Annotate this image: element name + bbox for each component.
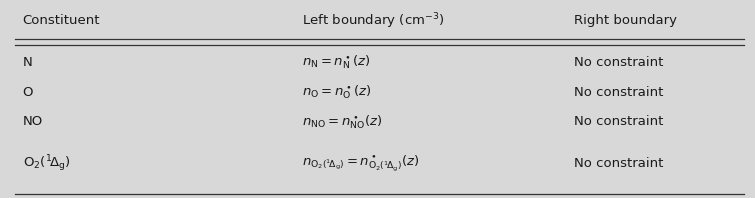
- Text: No constraint: No constraint: [574, 56, 663, 69]
- Text: Constituent: Constituent: [23, 14, 100, 27]
- Text: $n_{\mathrm{O_2(^1\!\Delta_g)}} = n^\bullet_{\mathrm{O_2(^1\!\Delta_g)}}(z)$: $n_{\mathrm{O_2(^1\!\Delta_g)}} = n^\bul…: [302, 153, 419, 173]
- Text: Right boundary: Right boundary: [574, 14, 676, 27]
- Text: No constraint: No constraint: [574, 115, 663, 128]
- Text: No constraint: No constraint: [574, 157, 663, 170]
- Text: O$_2$($^1\!\Delta_\mathrm{g}$): O$_2$($^1\!\Delta_\mathrm{g}$): [23, 153, 70, 174]
- Text: Left boundary (cm$^{-3}$): Left boundary (cm$^{-3}$): [302, 11, 445, 30]
- Text: $n_\mathrm{N} = n^\bullet_\mathrm{N}(z)$: $n_\mathrm{N} = n^\bullet_\mathrm{N}(z)$: [302, 54, 371, 71]
- Text: N: N: [23, 56, 32, 69]
- Text: O: O: [23, 86, 33, 99]
- Text: $n_\mathrm{NO} = n^\bullet_\mathrm{NO}(z)$: $n_\mathrm{NO} = n^\bullet_\mathrm{NO}(z…: [302, 113, 382, 130]
- Text: NO: NO: [23, 115, 43, 128]
- Text: No constraint: No constraint: [574, 86, 663, 99]
- Text: $n_\mathrm{O} = n^\bullet_\mathrm{O}(z)$: $n_\mathrm{O} = n^\bullet_\mathrm{O}(z)$: [302, 83, 371, 101]
